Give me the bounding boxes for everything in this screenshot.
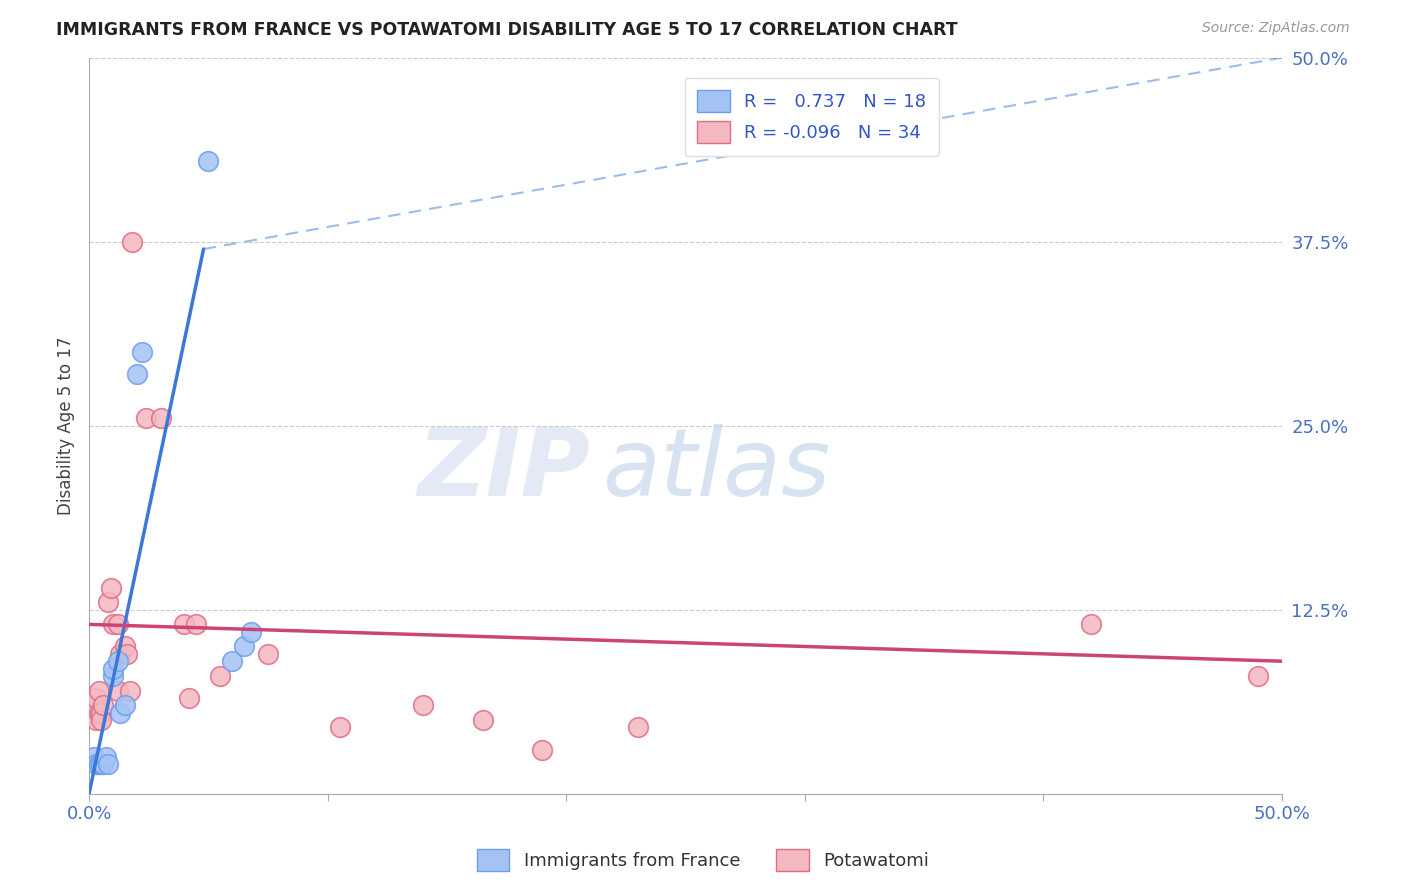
Point [107, 654, 129, 668]
Point [93, 698, 115, 713]
Point [101, 669, 124, 683]
Point [101, 617, 124, 632]
Point [531, 742, 554, 756]
Point [197, 153, 219, 168]
Point [173, 617, 195, 632]
Point [108, 647, 131, 661]
Point [101, 662, 124, 676]
Point [118, 683, 141, 698]
Point [233, 640, 256, 654]
Point [257, 647, 280, 661]
Point [627, 721, 650, 735]
Point [1080, 617, 1102, 632]
Point [84, 757, 107, 772]
Point [107, 617, 129, 632]
Point [1247, 669, 1270, 683]
Point [107, 683, 129, 698]
Point [131, 345, 153, 359]
Text: ZIP: ZIP [418, 424, 591, 516]
Point [90, 706, 112, 720]
Legend: Immigrants from France, Potawatomi: Immigrants from France, Potawatomi [470, 842, 936, 879]
Point [83, 698, 105, 713]
Point [135, 411, 157, 425]
Point [97, 757, 120, 772]
Point [83, 750, 105, 764]
Point [100, 581, 122, 595]
Point [125, 367, 148, 381]
Point [93, 757, 115, 772]
Point [328, 721, 350, 735]
Point [84, 691, 107, 706]
Point [90, 757, 112, 772]
Point [412, 698, 434, 713]
Text: atlas: atlas [602, 425, 830, 516]
Point [114, 698, 136, 713]
Point [149, 411, 172, 425]
Point [240, 624, 263, 639]
Point [84, 713, 107, 727]
Point [115, 647, 138, 661]
Point [186, 617, 208, 632]
Point [221, 654, 243, 668]
Point [90, 713, 112, 727]
Point [108, 706, 131, 720]
Point [209, 669, 232, 683]
Text: Source: ZipAtlas.com: Source: ZipAtlas.com [1202, 21, 1350, 35]
Point [87, 683, 110, 698]
Point [94, 750, 117, 764]
Point [121, 235, 143, 249]
Point [114, 640, 136, 654]
Point [179, 691, 201, 706]
Point [97, 595, 120, 609]
Point [80, 706, 103, 720]
Point [83, 706, 105, 720]
Text: IMMIGRANTS FROM FRANCE VS POTAWATOMI DISABILITY AGE 5 TO 17 CORRELATION CHART: IMMIGRANTS FROM FRANCE VS POTAWATOMI DIS… [56, 21, 957, 38]
Point [471, 713, 494, 727]
Legend: R =   0.737   N = 18, R = -0.096   N = 34: R = 0.737 N = 18, R = -0.096 N = 34 [685, 78, 939, 156]
Point [87, 757, 110, 772]
Point [87, 706, 110, 720]
Y-axis label: Disability Age 5 to 17: Disability Age 5 to 17 [58, 336, 75, 515]
